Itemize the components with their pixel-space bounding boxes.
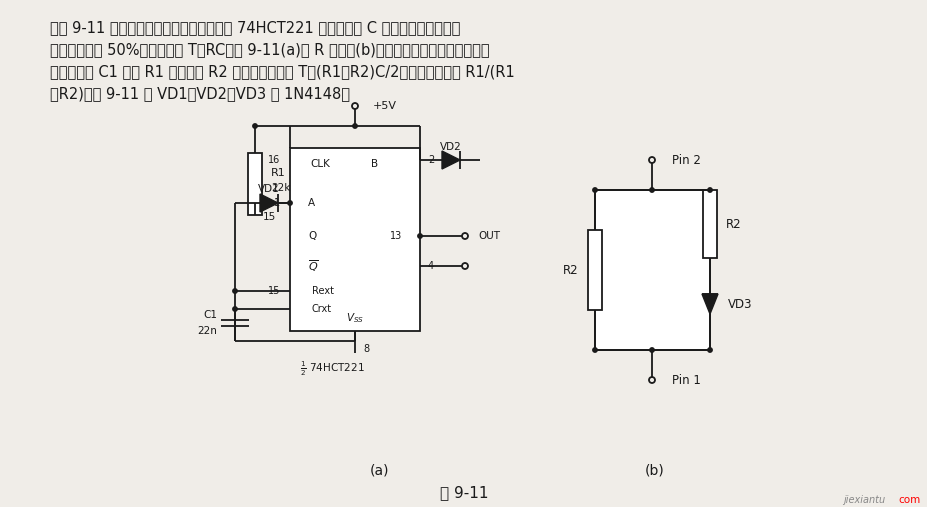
Text: $\frac{1}{2}$ 74HCT221: $\frac{1}{2}$ 74HCT221 bbox=[299, 360, 364, 378]
Text: 1: 1 bbox=[273, 198, 280, 208]
Circle shape bbox=[417, 234, 422, 238]
Circle shape bbox=[592, 188, 597, 192]
Text: $V_{SS}$: $V_{SS}$ bbox=[346, 311, 363, 325]
Text: VD2: VD2 bbox=[439, 142, 462, 152]
Text: CLK: CLK bbox=[310, 159, 330, 169]
Text: 22n: 22n bbox=[197, 326, 217, 336]
Circle shape bbox=[592, 348, 597, 352]
Text: 15: 15 bbox=[267, 286, 280, 296]
Circle shape bbox=[648, 157, 654, 163]
Text: R2: R2 bbox=[725, 218, 741, 231]
Text: 图 9-11: 图 9-11 bbox=[439, 486, 488, 500]
Text: +5V: +5V bbox=[373, 101, 397, 111]
Text: 空比，此时 C1 通过 R1 充电并由 R2 放电，振荡周期 T＝(R1＋R2)C/2，占空比近似为 R1/(R1: 空比，此时 C1 通过 R1 充电并由 R2 放电，振荡周期 T＝(R1＋R2)… bbox=[50, 64, 514, 80]
Circle shape bbox=[648, 377, 654, 383]
Circle shape bbox=[649, 348, 654, 352]
Bar bbox=[594, 190, 709, 350]
Text: C1: C1 bbox=[203, 310, 217, 320]
Polygon shape bbox=[260, 194, 278, 212]
Text: 15: 15 bbox=[262, 212, 275, 222]
Circle shape bbox=[287, 201, 292, 205]
Text: 13: 13 bbox=[389, 231, 401, 241]
Text: 2: 2 bbox=[427, 155, 434, 165]
Text: $\overline{Q}$: $\overline{Q}$ bbox=[308, 258, 318, 274]
Text: 4: 4 bbox=[427, 261, 434, 271]
Text: 16: 16 bbox=[268, 155, 280, 165]
Text: com: com bbox=[897, 495, 920, 505]
Circle shape bbox=[351, 103, 358, 109]
Text: Crxt: Crxt bbox=[311, 304, 332, 314]
Text: VD3: VD3 bbox=[727, 298, 752, 310]
Text: (b): (b) bbox=[644, 463, 664, 477]
Text: 电，占空比为 50%，振荡周期 T＝RC。图 9-11(a)的 R 可由图(b)来代替，以得到其它所需的占: 电，占空比为 50%，振荡周期 T＝RC。图 9-11(a)的 R 可由图(b)… bbox=[50, 43, 489, 57]
Text: VD1: VD1 bbox=[258, 184, 280, 194]
Circle shape bbox=[462, 263, 467, 269]
Circle shape bbox=[252, 124, 257, 128]
Circle shape bbox=[462, 233, 467, 239]
Circle shape bbox=[649, 188, 654, 192]
Text: 如图 9-11 所示。自激振荡器主要由集成块 74HCT221 组成。电容 C 以相同的速率充、放: 如图 9-11 所示。自激振荡器主要由集成块 74HCT221 组成。电容 C … bbox=[50, 20, 460, 35]
Text: (a): (a) bbox=[370, 463, 389, 477]
Text: OUT: OUT bbox=[477, 231, 500, 241]
Text: B: B bbox=[371, 159, 378, 169]
Text: R1: R1 bbox=[271, 168, 286, 178]
Text: 22k: 22k bbox=[271, 183, 290, 193]
Bar bbox=[703, 190, 717, 258]
Text: Rext: Rext bbox=[311, 286, 334, 296]
Text: 8: 8 bbox=[362, 344, 369, 354]
Polygon shape bbox=[701, 294, 717, 314]
Circle shape bbox=[707, 348, 711, 352]
Polygon shape bbox=[441, 151, 460, 169]
Circle shape bbox=[233, 289, 237, 293]
Text: Q: Q bbox=[308, 231, 316, 241]
Bar bbox=[588, 230, 602, 310]
Text: jiexiantu: jiexiantu bbox=[842, 495, 884, 505]
Circle shape bbox=[707, 188, 711, 192]
Text: A: A bbox=[308, 198, 315, 208]
Text: ＋R2)。图 9-11 中 VD1、VD2、VD3 为 1N4148。: ＋R2)。图 9-11 中 VD1、VD2、VD3 为 1N4148。 bbox=[50, 87, 349, 101]
Circle shape bbox=[233, 307, 237, 311]
Text: R2: R2 bbox=[563, 264, 578, 276]
Text: Pin 2: Pin 2 bbox=[671, 154, 700, 166]
Bar bbox=[289, 148, 420, 331]
Bar bbox=[248, 153, 261, 215]
Circle shape bbox=[352, 124, 357, 128]
Text: Pin 1: Pin 1 bbox=[671, 374, 700, 386]
